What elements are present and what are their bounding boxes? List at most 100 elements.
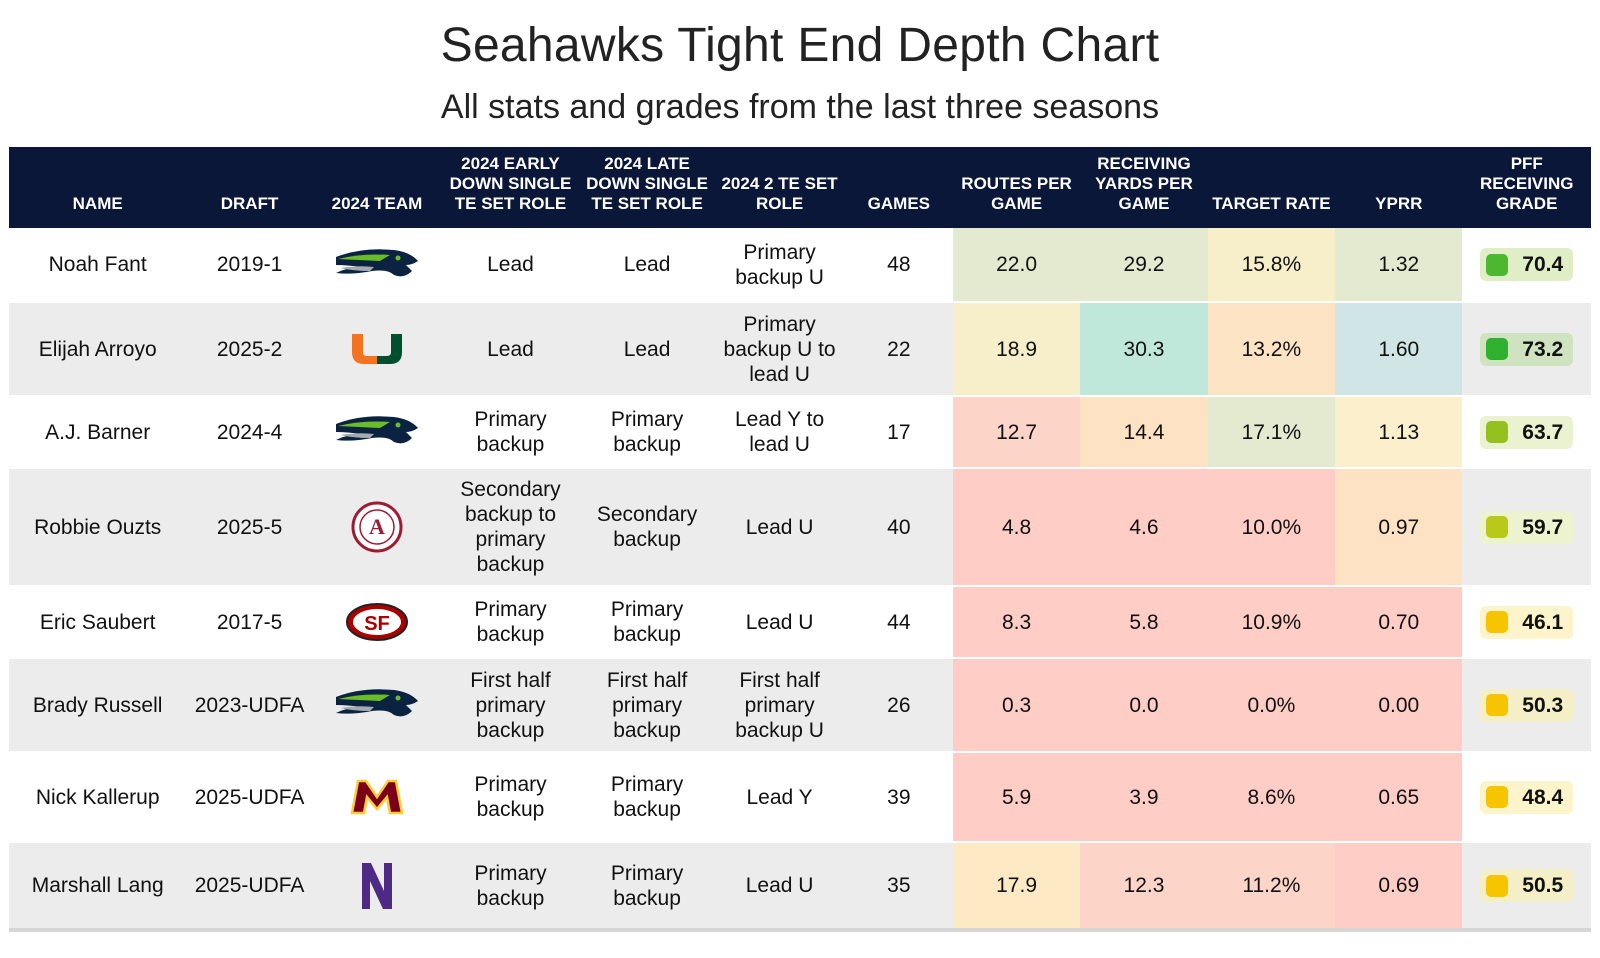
header-pff-grade[interactable]: PFF receiving grade: [1462, 147, 1591, 228]
draft-slot: 2024-4: [186, 396, 313, 469]
early-down-role: Lead: [441, 302, 580, 397]
grade-indicator-icon: [1486, 694, 1509, 716]
table-row: Nick Kallerup 2025-UDFA Primary backup Prim…: [9, 752, 1591, 843]
routes-per-game: 17.9: [952, 842, 1081, 932]
grade-badge: 63.7: [1480, 415, 1574, 449]
header-draft[interactable]: Draft: [186, 147, 313, 228]
seahawks-logo: [317, 412, 437, 452]
draft-slot: 2025-UDFA: [186, 842, 313, 932]
team-logo: A: [312, 468, 442, 587]
target-rate: 13.2%: [1207, 302, 1336, 397]
header-early-down-role[interactable]: 2024 Early Down Single TE Set Role: [441, 147, 580, 228]
header-yprr[interactable]: YPRR: [1335, 147, 1463, 228]
header-name[interactable]: Name: [9, 147, 187, 228]
games-count: 35: [844, 842, 953, 932]
draft-slot: 2023-UDFA: [186, 658, 313, 753]
late-down-role: First half primary backup: [579, 658, 715, 753]
table-row: Elijah Arroyo 2025-2 Lead Lead Primary backu…: [9, 302, 1591, 397]
target-rate: 0.0%: [1207, 658, 1336, 753]
pff-grade: 50.5: [1462, 842, 1591, 932]
player-name: Noah Fant: [9, 228, 187, 303]
target-rate: 17.1%: [1207, 396, 1336, 469]
receiving-yards-per-game: 12.3: [1080, 842, 1208, 932]
alabama-logo: A: [317, 501, 437, 553]
depth-chart-table: Name Draft 2024 Team 2024 Early Down Sin…: [9, 147, 1591, 932]
two-te-role: Lead U: [714, 842, 845, 932]
late-down-role: Secondary backup: [579, 468, 715, 587]
receiving-yards-per-game: 5.8: [1080, 586, 1208, 659]
receiving-yards-per-game: 3.9: [1080, 752, 1208, 843]
draft-slot: 2025-5: [186, 468, 313, 587]
routes-per-game: 22.0: [952, 228, 1081, 303]
grade-indicator-icon: [1486, 611, 1509, 633]
grade-badge: 50.5: [1480, 869, 1574, 902]
games-count: 48: [844, 228, 953, 303]
receiving-yards-per-game: 14.4: [1080, 396, 1208, 469]
receiving-yards-per-game: 29.2: [1080, 228, 1208, 303]
header-games[interactable]: Games: [844, 147, 953, 228]
header-row: Name Draft 2024 Team 2024 Early Down Sin…: [9, 147, 1591, 228]
header-two-te-role[interactable]: 2024 2 TE Set Role: [714, 147, 845, 228]
draft-slot: 2019-1: [186, 228, 313, 303]
late-down-role: Primary backup: [579, 586, 715, 659]
target-rate: 15.8%: [1207, 228, 1336, 303]
target-rate: 10.0%: [1207, 468, 1336, 587]
header-routes[interactable]: Routes per game: [952, 147, 1081, 228]
grade-indicator-icon: [1486, 786, 1509, 808]
header-team[interactable]: 2024 Team: [312, 147, 442, 228]
table-row: Robbie Ouzts 2025-5 A Secondary backup to p…: [9, 468, 1591, 587]
routes-per-game: 5.9: [952, 752, 1081, 843]
team-logo: [312, 396, 442, 469]
grade-indicator-icon: [1486, 421, 1509, 443]
miami-logo: [317, 332, 437, 366]
two-te-role: First half primary backup U: [714, 658, 845, 753]
games-count: 26: [844, 658, 953, 753]
grade-badge: 70.4: [1480, 248, 1574, 281]
grade-indicator-icon: [1486, 338, 1509, 360]
yprr: 0.69: [1335, 842, 1463, 932]
pff-grade: 48.4: [1462, 752, 1591, 843]
grade-value: 50.3: [1522, 693, 1564, 717]
grade-value: 50.5: [1522, 874, 1564, 897]
svg-text:SF: SF: [364, 613, 390, 635]
late-down-role: Primary backup: [579, 396, 715, 469]
draft-slot: 2025-UDFA: [186, 752, 313, 843]
games-count: 40: [844, 468, 953, 587]
table-row: Brady Russell 2023-UDFA First half primary…: [9, 658, 1591, 753]
svg-text:A: A: [369, 514, 385, 539]
player-name: Nick Kallerup: [9, 752, 187, 843]
team-logo: SF: [312, 586, 442, 659]
pff-grade: 50.3: [1462, 658, 1591, 753]
two-te-role: Lead Y: [714, 752, 845, 843]
draft-slot: 2017-5: [186, 586, 313, 659]
receiving-yards-per-game: 4.6: [1080, 468, 1208, 587]
two-te-role: Lead Y to lead U: [714, 396, 845, 469]
yprr: 1.32: [1335, 228, 1463, 303]
draft-slot: 2025-2: [186, 302, 313, 397]
pff-grade: 59.7: [1462, 468, 1591, 587]
routes-per-game: 4.8: [952, 468, 1081, 587]
receiving-yards-per-game: 0.0: [1080, 658, 1208, 753]
yprr: 0.70: [1335, 586, 1463, 659]
player-name: A.J. Barner: [9, 396, 187, 469]
grade-value: 70.4: [1522, 253, 1564, 276]
grade-indicator-icon: [1486, 874, 1509, 897]
early-down-role: Secondary backup to primary backup: [441, 468, 580, 587]
early-down-role: Lead: [441, 228, 580, 303]
grade-badge: 50.3: [1480, 688, 1574, 722]
two-te-role: Primary backup U to lead U: [714, 302, 845, 397]
player-name: Marshall Lang: [9, 842, 187, 932]
games-count: 44: [844, 586, 953, 659]
chart-subtitle: All stats and grades from the last three…: [440, 88, 1160, 126]
header-target-rate[interactable]: Target rate: [1207, 147, 1336, 228]
grade-value: 46.1: [1522, 610, 1564, 634]
pff-grade: 63.7: [1462, 396, 1591, 469]
early-down-role: First half primary backup: [441, 658, 580, 753]
target-rate: 8.6%: [1207, 752, 1336, 843]
header-receiving-yards[interactable]: Receiving yards per game: [1080, 147, 1208, 228]
grade-badge: 46.1: [1480, 605, 1574, 639]
header-late-down-role[interactable]: 2024 Late Down Single TE Set Role: [579, 147, 715, 228]
yprr: 0.97: [1335, 468, 1463, 587]
grade-badge: 73.2: [1480, 332, 1574, 366]
